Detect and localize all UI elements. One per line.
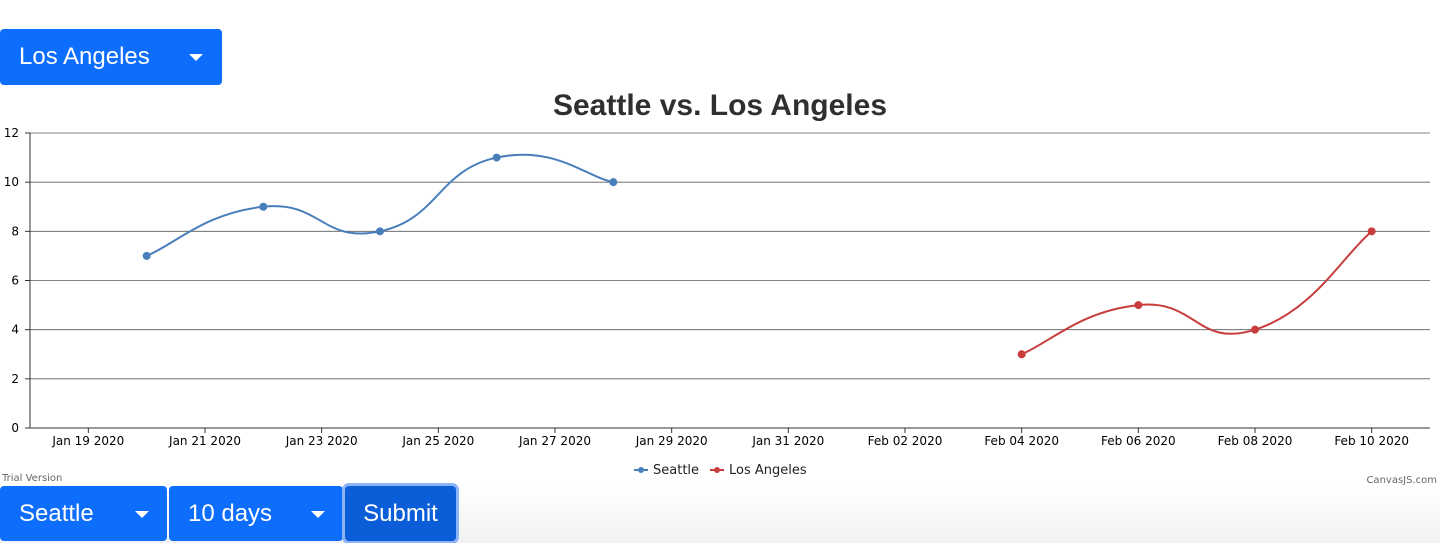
data-point-seattle: [142, 251, 151, 260]
data-point-los-angeles: [1251, 325, 1259, 334]
chevron-down-icon: [135, 510, 149, 518]
days-select-value: 10 days: [188, 499, 273, 527]
legend-label-los-angeles: Los Angeles: [729, 463, 807, 478]
y-tick-label: 4: [11, 323, 19, 337]
city-select-bottom[interactable]: Seattle: [0, 486, 167, 541]
city-select-bottom-value: Seattle: [19, 499, 94, 527]
x-tick-label: Feb 02 2020: [868, 434, 943, 448]
canvasjs-credit: CanvasJS.com: [1366, 475, 1437, 485]
data-point-seattle: [376, 227, 384, 236]
legend-label-seattle: Seattle: [653, 463, 699, 478]
y-tick-label: 6: [11, 274, 19, 288]
x-tick-label: Jan 21 2020: [168, 434, 241, 448]
x-tick-label: Jan 29 2020: [635, 434, 708, 448]
line-chart: Seattle vs. Los Angeles 0 2 4 6 8 10 12 Jan 19 2…: [1, 89, 1437, 485]
city-select-top[interactable]: Los Angeles: [0, 29, 222, 85]
chevron-down-icon: [189, 54, 203, 61]
data-point-los-angeles: [1017, 350, 1026, 359]
data-point-los-angeles: [1134, 301, 1143, 310]
city-select-top-value: Los Angeles: [19, 43, 150, 70]
x-tick-label: Jan 19 2020: [51, 434, 124, 448]
x-tick-label: Jan 31 2020: [751, 434, 824, 448]
series-line-los-angeles: [1021, 230, 1373, 356]
x-tick-label: Jan 27 2020: [518, 434, 591, 448]
data-point-seattle: [259, 202, 268, 211]
x-tick-label: Feb 08 2020: [1218, 434, 1293, 448]
x-tick-label: Feb 06 2020: [1101, 434, 1176, 448]
x-tick-label: Feb 10 2020: [1334, 434, 1409, 448]
days-select[interactable]: 10 days: [169, 486, 343, 541]
data-point-seattle: [492, 153, 501, 162]
x-tick-label: Jan 25 2020: [401, 434, 474, 448]
y-tick-label: 8: [11, 224, 19, 238]
data-point-seattle: [609, 178, 618, 187]
trial-version-label: Trial Version: [1, 473, 62, 484]
legend-marker-dot-seattle: [638, 467, 644, 473]
chevron-down-icon: [311, 510, 325, 518]
y-tick-label: 2: [11, 372, 19, 386]
y-tick-label: 0: [11, 421, 19, 435]
y-tick-label: 12: [4, 126, 19, 140]
data-point-los-angeles: [1367, 227, 1376, 236]
submit-button[interactable]: Submit: [345, 486, 456, 541]
x-tick-label: Jan 23 2020: [285, 434, 358, 448]
legend-marker-dot-los-angeles: [714, 467, 720, 473]
chart-title: Seattle vs. Los Angeles: [553, 89, 887, 122]
y-tick-label: 10: [4, 175, 19, 189]
x-tick-label: Feb 04 2020: [984, 434, 1059, 448]
series-line-seattle: [146, 153, 614, 257]
